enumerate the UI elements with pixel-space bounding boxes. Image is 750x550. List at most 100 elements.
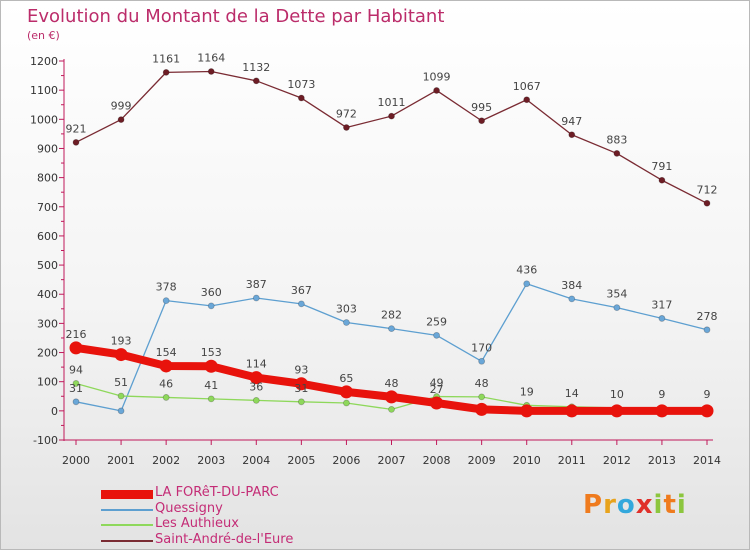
data-label-saint-andre: 712: [697, 183, 718, 196]
data-point-la-foret-du-parc: [294, 377, 308, 391]
data-point-quessigny: [252, 294, 260, 302]
data-point-les-authieux: [388, 405, 395, 413]
data-label-la-foret-du-parc: 93: [294, 364, 308, 377]
data-label-saint-andre: 1099: [423, 70, 451, 83]
data-label-quessigny: 259: [426, 315, 447, 328]
y-tick-label: 1200: [30, 55, 58, 68]
data-label-les-authieux: 41: [204, 379, 218, 392]
x-tick-label: 2000: [62, 454, 90, 467]
data-point-quessigny: [703, 326, 711, 334]
data-label-saint-andre: 1067: [513, 80, 541, 93]
data-point-les-authieux: [162, 394, 170, 401]
data-point-quessigny: [343, 319, 350, 326]
data-label-les-authieux: 46: [159, 377, 173, 390]
data-label-saint-andre: 1073: [287, 78, 315, 91]
data-point-la-foret-du-parc: [69, 341, 83, 355]
y-tick-label: 400: [37, 288, 58, 301]
data-point-quessigny: [658, 315, 666, 322]
y-tick-label: 600: [37, 230, 58, 243]
data-label-les-authieux: 94: [69, 363, 83, 376]
logo-letter: r: [603, 490, 617, 520]
data-point-quessigny: [478, 357, 486, 365]
x-tick-label: 2007: [378, 454, 406, 467]
data-point-quessigny: [523, 280, 531, 288]
data-label-quessigny: 282: [381, 309, 402, 322]
y-tick-label: 500: [37, 259, 58, 272]
y-tick-label: 700: [37, 201, 58, 214]
x-tick-label: 2006: [332, 454, 360, 467]
data-point-saint-andre: [433, 87, 440, 94]
data-point-quessigny: [162, 297, 170, 305]
x-tick-label: 2012: [603, 454, 631, 467]
data-label-les-authieux: 10: [610, 388, 624, 401]
data-point-saint-andre: [568, 131, 576, 139]
data-point-saint-andre: [658, 176, 666, 184]
data-label-quessigny: 360: [201, 286, 222, 299]
data-point-saint-andre: [252, 77, 260, 85]
data-label-quessigny: 387: [246, 278, 267, 291]
data-label-la-foret-du-parc: 216: [66, 328, 87, 341]
data-label-les-authieux: 9: [704, 388, 711, 401]
data-point-la-foret-du-parc: [520, 404, 534, 418]
data-point-les-authieux: [297, 398, 305, 406]
legend-label: LA FORêT-DU-PARC: [155, 485, 279, 500]
data-label-quessigny: 378: [156, 281, 177, 294]
data-point-saint-andre: [343, 124, 350, 131]
chart-unit-label: (en €): [27, 29, 60, 42]
data-label-la-foret-du-parc: 193: [111, 335, 132, 348]
data-point-la-foret-du-parc: [565, 404, 579, 418]
y-tick-label: 0: [51, 405, 58, 418]
data-point-la-foret-du-parc: [339, 385, 353, 399]
data-point-la-foret-du-parc: [204, 359, 218, 373]
data-label-saint-andre: 883: [606, 133, 627, 146]
legend-swatch: [101, 524, 153, 526]
y-tick-label: 300: [37, 317, 58, 330]
data-point-les-authieux: [207, 395, 215, 403]
data-point-la-foret-du-parc: [159, 359, 173, 373]
data-label-la-foret-du-parc: 48: [385, 377, 399, 390]
data-label-les-authieux: 49: [430, 377, 444, 390]
data-label-quessigny: 31: [69, 382, 83, 395]
data-label-saint-andre: 1161: [152, 52, 180, 65]
y-tick-label: 100: [37, 376, 58, 389]
data-label-saint-andre: 995: [471, 101, 492, 114]
y-tick-label: -100: [33, 434, 58, 447]
data-point-saint-andre: [613, 150, 621, 157]
data-label-quessigny: 170: [471, 341, 492, 354]
data-label-saint-andre: 1164: [197, 51, 225, 64]
data-point-la-foret-du-parc: [610, 404, 624, 418]
data-label-quessigny: 354: [606, 288, 627, 301]
x-tick-label: 2002: [152, 454, 180, 467]
x-tick-label: 2014: [693, 454, 721, 467]
data-label-saint-andre: 791: [651, 160, 672, 173]
logo-letter: i: [653, 490, 664, 520]
data-point-saint-andre: [478, 117, 486, 125]
data-label-quessigny: 436: [516, 264, 537, 277]
x-tick-label: 2008: [423, 454, 451, 467]
data-point-saint-andre: [207, 68, 215, 75]
data-label-saint-andre: 972: [336, 107, 357, 120]
data-point-quessigny: [388, 325, 395, 333]
data-point-saint-andre: [117, 116, 125, 123]
legend-swatch: [101, 489, 153, 499]
data-point-quessigny: [568, 295, 576, 303]
y-tick-label: 1100: [30, 84, 58, 97]
data-label-saint-andre: 999: [111, 100, 132, 113]
data-point-les-authieux: [117, 392, 125, 400]
data-point-les-authieux: [343, 399, 350, 407]
data-point-saint-andre: [297, 94, 305, 102]
y-tick-label: 1000: [30, 113, 58, 126]
data-point-quessigny: [297, 300, 305, 308]
data-label-quessigny: 367: [291, 284, 312, 297]
x-tick-label: 2013: [648, 454, 676, 467]
legend-label: Saint-André-de-l'Eure: [155, 531, 294, 547]
x-tick-label: 2009: [468, 454, 496, 467]
x-tick-label: 2005: [287, 454, 315, 467]
data-point-saint-andre: [388, 112, 395, 120]
y-tick-label: 200: [37, 347, 58, 360]
data-point-quessigny: [207, 302, 215, 310]
data-label-saint-andre: 1011: [378, 96, 406, 109]
legend-label: Les Authieux: [155, 516, 239, 531]
data-label-la-foret-du-parc: 27: [430, 383, 444, 396]
logo-letter: t: [663, 490, 677, 520]
